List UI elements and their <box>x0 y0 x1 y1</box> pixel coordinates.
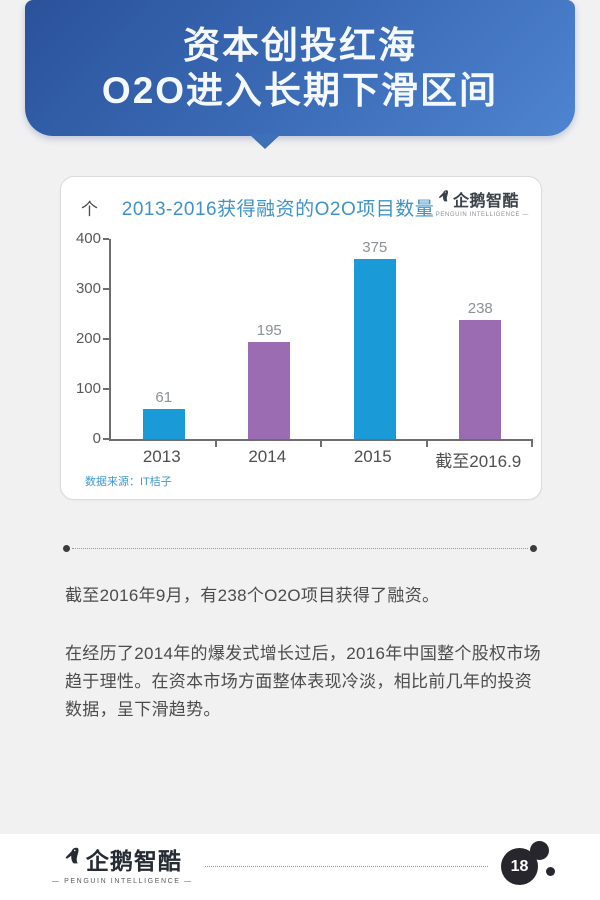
header-title-line1: 资本创投红海 <box>183 25 417 66</box>
footer-brand-name: 企鹅智酷 <box>85 848 182 874</box>
bar-2013 <box>142 408 185 439</box>
x-tick-mark <box>425 441 428 447</box>
x-labels: 2013 2014 2015 截至2016.9 <box>109 447 531 472</box>
penguin-icon <box>437 189 452 209</box>
bar-column-2014: 195 <box>217 239 323 439</box>
header-title-line2: O2O进入长期下滑区间 <box>101 70 499 111</box>
badge-satellite-dot <box>546 867 555 876</box>
x-category-label-2014: 2014 <box>248 447 287 466</box>
y-tick-label-400: 400 <box>75 230 101 247</box>
y-tick-mark <box>103 288 109 290</box>
chart-brand-tagline: — PENGUIN INTELLIGENCE — <box>426 212 529 218</box>
footer: 企鹅智酷 — PENGUIN INTELLIGENCE — 18 <box>0 834 600 900</box>
bar-value-label-2014: 195 <box>256 321 282 339</box>
chart-source-note: 数据来源：IT桔子 <box>85 476 172 488</box>
y-axis-unit-label: 个 <box>81 200 98 219</box>
footer-dotted-line <box>205 866 488 867</box>
bar-column-截至2016.9: 238 <box>428 239 534 439</box>
bar-column-2015: 375 <box>322 239 428 439</box>
bar-value-label-2013: 61 <box>155 388 173 406</box>
bar-2014 <box>248 341 291 439</box>
bar-截至2016.9 <box>459 320 502 439</box>
plot-area: 61 195 375 238 <box>103 238 533 447</box>
divider-right-dot <box>530 545 537 552</box>
header-pointer-triangle <box>249 134 281 149</box>
bar-value-label-2015: 375 <box>362 239 388 256</box>
x-category-label-2013: 2013 <box>142 447 181 466</box>
header-banner: 资本创投红海 O2O进入长期下滑区间 <box>25 0 575 136</box>
y-tick-label-200: 200 <box>75 330 101 347</box>
divider-dotted-line <box>72 548 528 549</box>
bar-2015 <box>353 259 396 439</box>
y-tick-label-300: 300 <box>75 280 101 297</box>
chart-title: 2013-2016获得融资的O2O项目数量 <box>121 199 435 220</box>
divider-left-dot <box>63 545 70 552</box>
y-tick-mark <box>103 438 109 440</box>
x-category-label-截至2016.9: 截至2016.9 <box>435 452 522 471</box>
bar-column-2013: 61 <box>111 239 217 439</box>
chart-brand-logo: 企鹅智酷 — PENGUIN INTELLIGENCE — <box>427 187 529 218</box>
y-tick-mark <box>103 338 109 340</box>
x-tick-mark <box>320 441 322 447</box>
footer-brand-tagline: — PENGUIN INTELLIGENCE — <box>52 878 193 885</box>
x-tick-mark <box>531 441 533 447</box>
x-category-label-2015: 2015 <box>353 447 392 466</box>
y-tick-mark <box>103 238 109 240</box>
body-paragraph-2: 在经历了2014年的爆发式增长过后，2016年中国整个股权市场趋于理性。在资本市… <box>65 644 541 719</box>
bar-value-label-截至2016.9: 238 <box>467 300 493 317</box>
y-tick-mark <box>103 388 109 390</box>
section-divider <box>63 545 537 552</box>
bar-columns: 61 195 375 238 <box>111 239 533 439</box>
penguin-icon <box>63 846 84 872</box>
y-tick-label-100: 100 <box>75 380 101 397</box>
y-tick-label-0: 0 <box>92 430 101 447</box>
chart-card: 个 2013-2016获得融资的O2O项目数量 企鹅智酷 — PENGUIN I… <box>60 176 542 500</box>
chart-brand-name: 企鹅智酷 <box>452 193 519 210</box>
body-paragraph-1: 截至2016年9月，有238个O2O项目获得了融资。 <box>65 586 440 605</box>
x-tick-mark <box>214 441 217 447</box>
footer-brand-logo: 企鹅智酷 — PENGUIN INTELLIGENCE — <box>52 842 193 885</box>
badge-satellite-circle <box>530 841 549 860</box>
